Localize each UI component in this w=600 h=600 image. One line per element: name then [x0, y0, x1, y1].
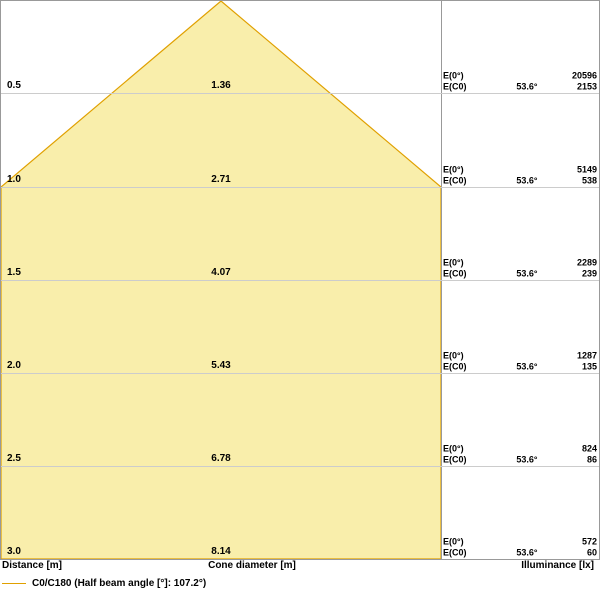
illuminance-block: E(0°)572E(C0)53.6°60 [443, 537, 597, 560]
diameter-label: 2.71 [1, 174, 441, 185]
illuminance-block: E(0°)2289E(C0)53.6°239 [443, 258, 597, 281]
axis-diameter: Cone diameter [m] [132, 560, 372, 571]
grid-line [1, 280, 599, 281]
grid-line [1, 466, 599, 467]
illuminance-block: E(0°)1287E(C0)53.6°135 [443, 351, 597, 374]
illuminance-block: E(0°)20596E(C0)53.6°2153 [443, 71, 597, 94]
cone-diagram-container: 0.51.36E(0°)20596E(C0)53.6°21531.02.71E(… [0, 0, 600, 600]
grid-line [1, 93, 599, 94]
legend-swatch [2, 583, 26, 584]
grid-line [1, 187, 599, 188]
chart-area: 0.51.36E(0°)20596E(C0)53.6°21531.02.71E(… [0, 0, 600, 560]
diameter-label: 8.14 [1, 546, 441, 557]
axis-labels: Distance [m] Cone diameter [m] Illuminan… [2, 560, 598, 571]
diameter-label: 5.43 [1, 360, 441, 371]
axis-illuminance: Illuminance [lx] [372, 560, 598, 571]
axis-distance: Distance [m] [2, 560, 132, 571]
diameter-label: 1.36 [1, 80, 441, 91]
legend: C0/C180 (Half beam angle [°]: 107.2°) [2, 578, 206, 589]
legend-label: C0/C180 (Half beam angle [°]: 107.2°) [32, 578, 206, 589]
grid-line [1, 373, 599, 374]
illuminance-block: E(0°)824E(C0)53.6°86 [443, 444, 597, 467]
diameter-label: 4.07 [1, 267, 441, 278]
diameter-label: 6.78 [1, 453, 441, 464]
illuminance-block: E(0°)5149E(C0)53.6°538 [443, 165, 597, 188]
